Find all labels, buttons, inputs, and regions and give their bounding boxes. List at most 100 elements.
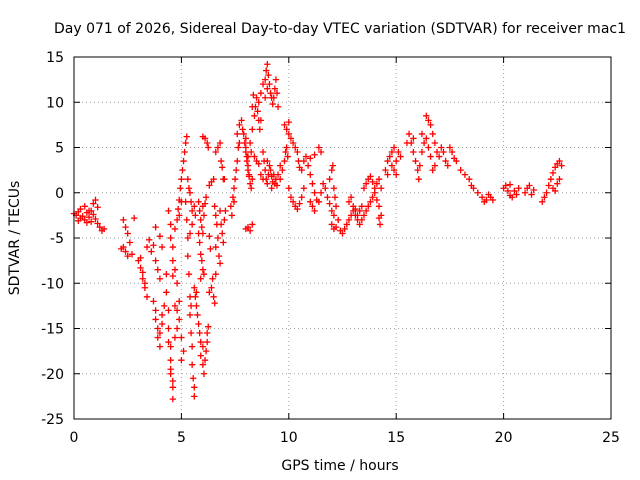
data-point xyxy=(161,302,168,310)
data-point xyxy=(191,393,198,400)
data-point xyxy=(198,257,206,264)
data-point xyxy=(444,162,451,169)
data-point xyxy=(222,207,229,215)
data-point xyxy=(322,185,329,192)
data-point xyxy=(423,112,430,120)
y-tick-label: 5 xyxy=(55,141,64,157)
data-point xyxy=(221,216,228,224)
data-point xyxy=(182,198,189,205)
data-point xyxy=(148,248,155,255)
axis-ticks: 0 5 10 15 20 25 -25 -20 -15 -10 -5 0 5 10 15 xyxy=(41,50,620,446)
data-point xyxy=(330,212,338,219)
data-point xyxy=(173,216,181,224)
y-tick-label: -25 xyxy=(41,412,64,428)
data-point xyxy=(165,338,172,346)
data-point xyxy=(556,157,563,165)
chart-title: Day 071 of 2026, Sidereal Day-to-day VTE… xyxy=(54,21,626,37)
data-point xyxy=(296,200,303,207)
data-point xyxy=(87,218,95,225)
data-point xyxy=(197,251,204,258)
data-point xyxy=(77,205,84,213)
data-point xyxy=(217,221,225,228)
data-point xyxy=(214,234,222,242)
data-point xyxy=(184,252,192,260)
data-point xyxy=(211,299,218,307)
data-point xyxy=(502,182,509,189)
data-point xyxy=(302,153,310,160)
data-point xyxy=(180,347,187,355)
data-point xyxy=(199,266,207,273)
data-point xyxy=(250,91,257,99)
data-point xyxy=(236,139,243,147)
data-point xyxy=(521,189,529,196)
data-point xyxy=(195,198,202,205)
data-point xyxy=(307,198,314,205)
data-point xyxy=(228,212,236,219)
data-point xyxy=(167,356,174,364)
data-point xyxy=(382,166,389,174)
data-point xyxy=(249,221,256,228)
data-point xyxy=(206,289,213,296)
data-point xyxy=(245,171,253,178)
data-point xyxy=(427,153,434,160)
data-point xyxy=(179,166,186,174)
data-point xyxy=(395,148,402,156)
data-point xyxy=(167,366,174,373)
data-point xyxy=(284,153,291,160)
data-point xyxy=(259,148,267,156)
data-point xyxy=(206,182,213,189)
data-point xyxy=(328,207,335,215)
data-point xyxy=(539,198,546,205)
x-tick-label: 10 xyxy=(280,430,298,446)
data-point xyxy=(124,230,131,237)
data-point xyxy=(145,236,153,244)
data-point xyxy=(425,117,432,124)
data-point xyxy=(393,171,400,178)
data-point xyxy=(317,148,325,156)
data-point xyxy=(431,139,439,147)
data-point xyxy=(92,215,99,223)
data-point xyxy=(197,352,204,359)
data-point xyxy=(300,185,308,192)
data-point xyxy=(513,191,520,198)
data-point xyxy=(215,252,223,260)
data-point xyxy=(390,144,398,151)
data-point xyxy=(244,223,252,231)
data-point xyxy=(185,271,193,278)
data-point xyxy=(431,162,439,169)
data-point xyxy=(165,307,172,314)
data-point xyxy=(75,217,82,225)
data-point xyxy=(137,254,144,262)
data-point xyxy=(169,257,177,264)
data-point xyxy=(423,135,430,142)
data-point xyxy=(186,230,194,237)
data-point xyxy=(90,211,97,218)
data-point xyxy=(174,205,182,213)
x-tick-label: 5 xyxy=(177,430,186,446)
data-point xyxy=(416,162,424,169)
data-point xyxy=(188,221,196,228)
data-point xyxy=(414,166,421,174)
data-point xyxy=(345,216,353,224)
data-point xyxy=(200,212,208,219)
data-point xyxy=(506,181,514,188)
data-point xyxy=(176,316,183,323)
data-point xyxy=(331,194,339,201)
data-point xyxy=(256,126,264,133)
data-point xyxy=(191,284,198,291)
y-tick-label: 0 xyxy=(55,186,64,202)
data-point xyxy=(216,260,224,267)
data-point xyxy=(203,139,211,147)
x-tick-label: 0 xyxy=(70,430,79,446)
data-point xyxy=(554,180,561,187)
data-point xyxy=(81,203,88,210)
data-point xyxy=(429,166,436,174)
data-point xyxy=(474,189,482,196)
data-point xyxy=(457,166,464,174)
data-point xyxy=(329,162,337,169)
data-point xyxy=(184,175,192,183)
x-tick-label: 20 xyxy=(495,430,513,446)
data-point xyxy=(248,185,255,192)
data-point xyxy=(85,213,93,221)
data-point xyxy=(249,175,256,183)
